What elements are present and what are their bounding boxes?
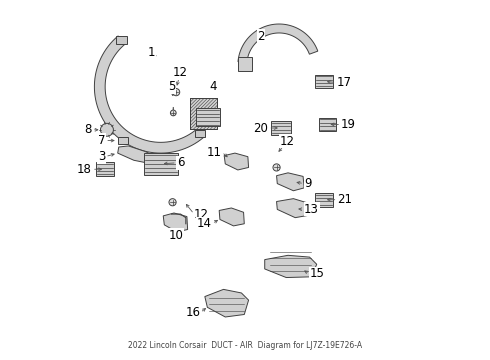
- Text: 13: 13: [304, 203, 319, 216]
- Bar: [315, 193, 333, 207]
- Text: 10: 10: [169, 229, 184, 242]
- Polygon shape: [205, 289, 248, 317]
- Bar: [271, 121, 291, 135]
- Bar: [238, 57, 252, 71]
- Text: 12: 12: [280, 135, 295, 148]
- Text: 3: 3: [98, 150, 105, 163]
- Text: 12: 12: [194, 208, 209, 221]
- Bar: [315, 75, 333, 88]
- Text: 16: 16: [185, 306, 200, 319]
- Polygon shape: [219, 208, 245, 226]
- Polygon shape: [224, 153, 248, 170]
- Text: 11: 11: [207, 145, 221, 158]
- Polygon shape: [238, 24, 318, 62]
- Polygon shape: [118, 146, 157, 164]
- Text: 2022 Lincoln Corsair  DUCT - AIR  Diagram for LJ7Z-19E726-A: 2022 Lincoln Corsair DUCT - AIR Diagram …: [128, 341, 362, 350]
- Text: 18: 18: [77, 163, 92, 176]
- Polygon shape: [265, 255, 317, 278]
- Circle shape: [171, 110, 176, 116]
- Polygon shape: [276, 173, 304, 191]
- Text: 2: 2: [257, 30, 265, 43]
- Bar: [318, 118, 337, 131]
- Circle shape: [172, 89, 180, 96]
- Polygon shape: [95, 36, 203, 153]
- Bar: [96, 162, 114, 176]
- Circle shape: [169, 199, 176, 206]
- Text: 9: 9: [304, 177, 312, 190]
- Bar: [196, 108, 220, 126]
- Text: 21: 21: [338, 193, 352, 206]
- Text: 6: 6: [177, 156, 184, 169]
- Text: 5: 5: [168, 80, 175, 93]
- Bar: [118, 136, 128, 144]
- Text: 20: 20: [253, 122, 269, 135]
- Circle shape: [273, 164, 280, 171]
- Text: 15: 15: [310, 267, 324, 280]
- Text: 4: 4: [209, 80, 217, 93]
- Bar: [116, 36, 127, 44]
- Text: 17: 17: [337, 76, 351, 89]
- Bar: [190, 98, 217, 129]
- Bar: [144, 153, 178, 175]
- Text: 1: 1: [148, 46, 155, 59]
- Text: 19: 19: [341, 118, 356, 131]
- Circle shape: [100, 123, 113, 136]
- Polygon shape: [276, 199, 310, 218]
- Text: 8: 8: [84, 123, 92, 136]
- Text: 7: 7: [98, 134, 105, 147]
- Text: 12: 12: [173, 66, 188, 79]
- Text: 14: 14: [197, 217, 212, 230]
- Bar: [195, 130, 205, 137]
- Bar: [190, 98, 217, 129]
- Polygon shape: [163, 213, 188, 232]
